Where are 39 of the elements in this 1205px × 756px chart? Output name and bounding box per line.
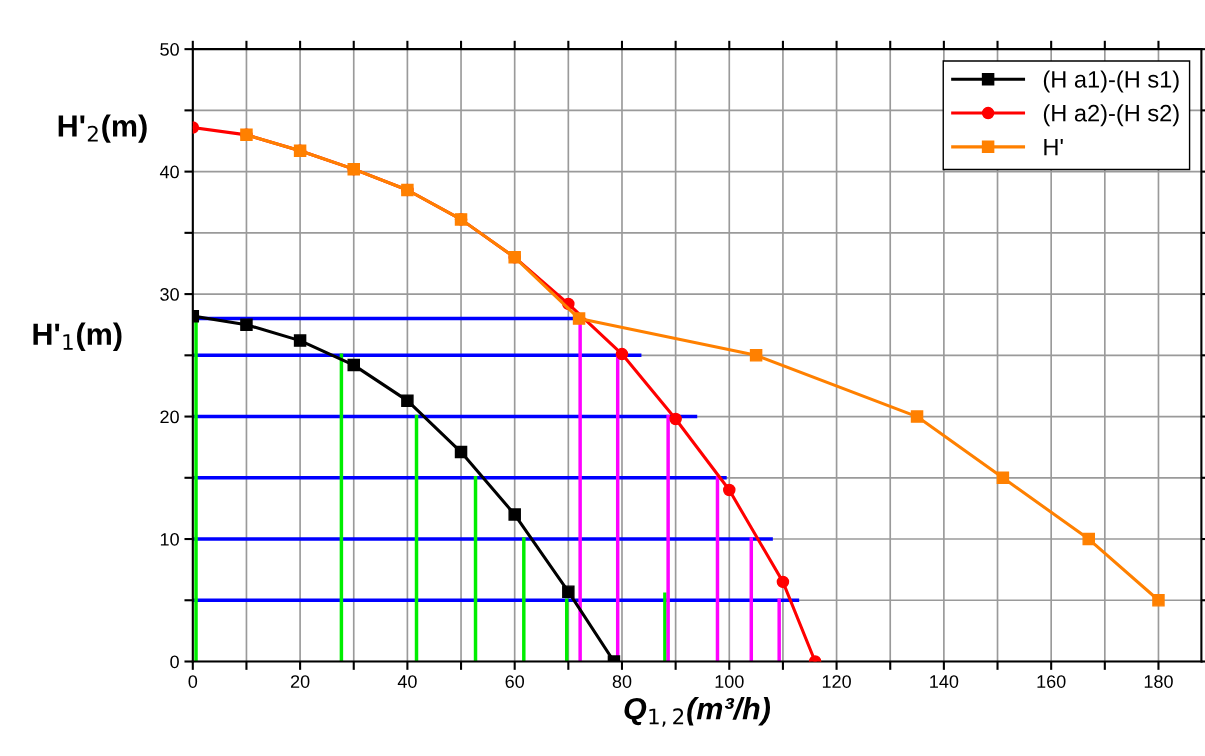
y-tick-label: 20 — [160, 410, 179, 424]
x-tick-label: 60 — [505, 675, 525, 688]
x-tick-label: 100 — [715, 675, 744, 688]
x-tick-label: 40 — [397, 675, 417, 688]
x-tick-label: 140 — [930, 675, 959, 688]
point — [401, 394, 414, 407]
y-tick-label: 40 — [159, 165, 179, 179]
y-tick-label: 10 — [160, 532, 179, 546]
y-tick-label: 0 — [170, 655, 179, 669]
legend-label: H' — [1044, 138, 1063, 156]
point — [996, 471, 1010, 485]
point — [508, 508, 521, 521]
y-tick-label: 50 — [160, 43, 179, 56]
point — [562, 585, 575, 598]
point — [1082, 532, 1095, 546]
point — [910, 410, 924, 423]
y-axis-title: H'$_{2}$(m) — [58, 114, 147, 143]
y-tick-label: 30 — [160, 288, 179, 301]
text: H'$_{1}$(m) — [33, 322, 122, 352]
point — [1152, 594, 1165, 607]
x-tick-label: 180 — [1144, 675, 1173, 688]
x-tick-label: 20 — [290, 675, 310, 688]
x-axis-title: Q$_{1,2}$(m³/h) — [624, 697, 771, 727]
point — [669, 412, 682, 426]
x-tick-label: 120 — [822, 675, 851, 688]
point — [293, 334, 307, 347]
point — [240, 318, 253, 331]
x-tick-label: 80 — [612, 675, 632, 688]
point — [749, 349, 763, 362]
point — [572, 312, 586, 325]
legend-label: (H a1)-(H s1) — [1043, 70, 1179, 93]
x-tick-label: 160 — [1037, 675, 1066, 688]
point — [454, 445, 468, 459]
x-tick-label: 0 — [188, 675, 198, 688]
legend-label: (H a2)-(H s2) — [1043, 104, 1179, 127]
point — [723, 483, 736, 497]
point — [347, 358, 360, 372]
point — [776, 575, 790, 589]
point — [615, 347, 629, 361]
